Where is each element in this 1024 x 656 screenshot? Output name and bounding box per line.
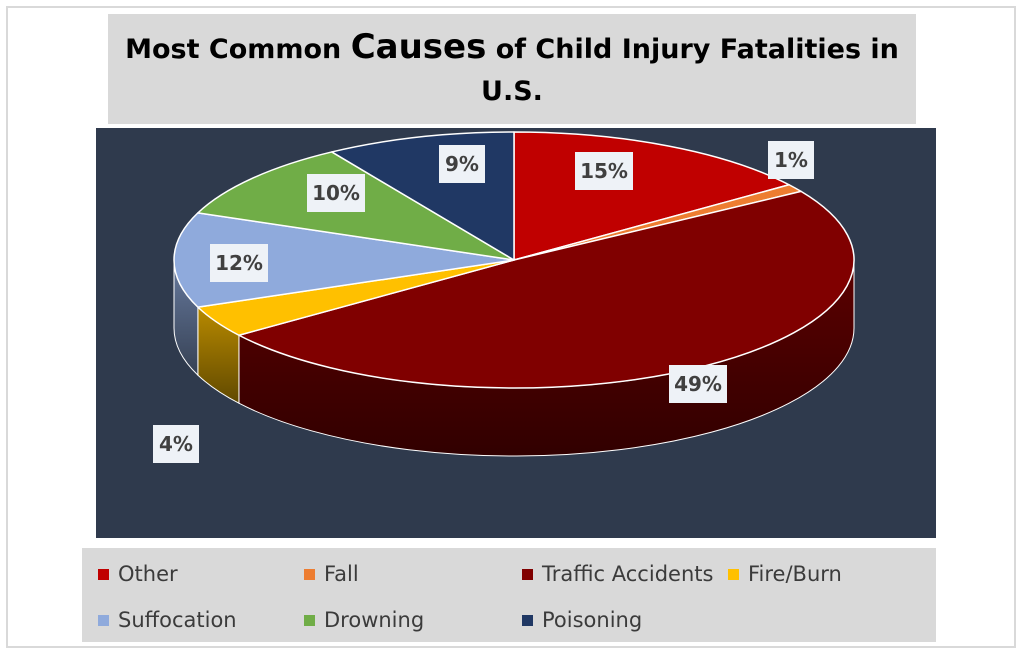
legend-swatch-suffocation bbox=[98, 614, 109, 626]
pie-slice-suffocation bbox=[173, 212, 515, 308]
chart-title-box: Most Common Causes of Child Injury Fatal… bbox=[108, 14, 916, 124]
chart-title: Most Common Causes of Child Injury Fatal… bbox=[112, 26, 912, 113]
legend-swatch-traffic-accidents bbox=[522, 568, 533, 580]
data-label-drowning: 10% bbox=[307, 174, 365, 212]
data-label-other: 15% bbox=[575, 152, 633, 190]
data-label-box-drowning bbox=[307, 174, 365, 212]
pie-labels: 15% 1% 49% 4% 12% 10% 9% bbox=[153, 141, 814, 463]
data-label-text-fall: 1% bbox=[774, 148, 808, 172]
legend-swatch-drowning bbox=[304, 614, 315, 626]
legend-label-other: Other bbox=[118, 562, 178, 586]
legend-swatch-fall bbox=[304, 568, 315, 580]
data-label-text-drowning: 10% bbox=[312, 181, 360, 205]
legend-label-poisoning: Poisoning bbox=[542, 608, 643, 632]
data-label-box-other bbox=[575, 152, 633, 190]
data-label-text-other: 15% bbox=[580, 159, 628, 183]
data-label-box-poisoning bbox=[439, 145, 485, 183]
legend: Other Fall Traffic Accidents Fire/Burn S… bbox=[82, 548, 936, 642]
data-label-traffic-accidents: 49% bbox=[669, 365, 727, 403]
legend-item-drowning: Drowning bbox=[304, 608, 424, 632]
legend-swatch-fire-burn bbox=[728, 568, 739, 580]
data-label-box-fall bbox=[768, 141, 814, 179]
data-label-fall: 1% bbox=[768, 141, 814, 179]
pie-chart: 15% 1% 49% 4% 12% 10% 9% bbox=[153, 131, 855, 463]
data-label-poisoning: 9% bbox=[439, 145, 485, 183]
legend-label-drowning: Drowning bbox=[324, 608, 425, 632]
pie-top bbox=[173, 131, 855, 389]
legend-item-suffocation: Suffocation bbox=[98, 608, 237, 632]
legend-item-fire-burn: Fire/Burn bbox=[728, 562, 842, 586]
chart-title-part-3: of Child Injury Fatalities in U.S. bbox=[481, 33, 899, 107]
legend-label-fall: Fall bbox=[324, 562, 359, 586]
legend-item-other: Other bbox=[98, 562, 178, 586]
legend-swatch-poisoning bbox=[522, 614, 533, 626]
data-label-text-traffic-accidents: 49% bbox=[674, 372, 722, 396]
legend-label-traffic-accidents: Traffic Accidents bbox=[542, 562, 714, 586]
legend-label-fire-burn: Fire/Burn bbox=[748, 562, 842, 586]
data-label-box-traffic-accidents bbox=[669, 365, 727, 403]
chart-title-part-2: Causes bbox=[350, 26, 487, 67]
legend-item-traffic-accidents: Traffic Accidents bbox=[522, 562, 713, 586]
data-label-box-suffocation bbox=[210, 244, 268, 282]
data-label-fire-burn: 4% bbox=[153, 425, 199, 463]
legend-swatch-other bbox=[98, 568, 109, 580]
data-label-suffocation: 12% bbox=[210, 244, 268, 282]
legend-item-fall: Fall bbox=[304, 562, 359, 586]
data-label-box-fire-burn bbox=[153, 425, 199, 463]
chart-title-part-1: Most Common bbox=[125, 33, 351, 65]
data-label-text-suffocation: 12% bbox=[215, 251, 263, 275]
legend-label-suffocation: Suffocation bbox=[118, 608, 237, 632]
plot-area: 15% 1% 49% 4% 12% 10% 9% bbox=[96, 128, 936, 538]
legend-item-poisoning: Poisoning bbox=[522, 608, 642, 632]
data-label-text-fire-burn: 4% bbox=[159, 432, 193, 456]
data-label-text-poisoning: 9% bbox=[445, 152, 479, 176]
